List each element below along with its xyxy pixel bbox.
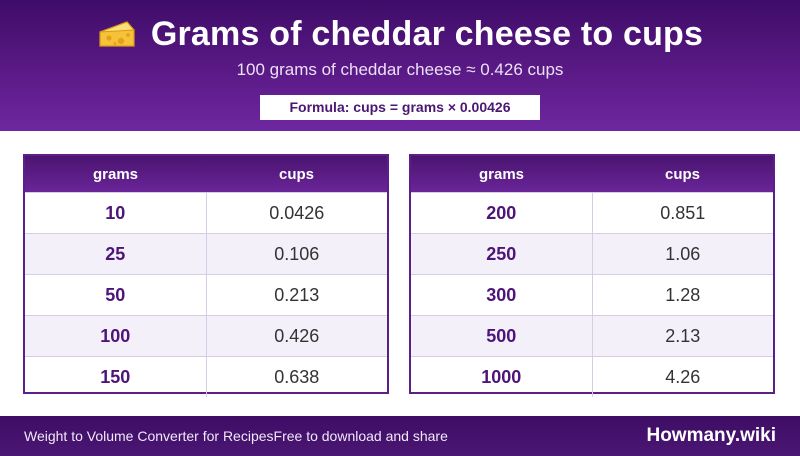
grams-cell: 25 [25, 233, 206, 275]
table-row: 10 0.0426 [25, 192, 387, 234]
grams-cell: 1000 [411, 356, 592, 397]
table-row: 1000 4.26 [411, 356, 773, 397]
footer-tagline: Weight to Volume Converter for RecipesFr… [24, 416, 448, 456]
converter-name: Weight to Volume Converter for Recipes [24, 428, 274, 444]
cups-cell: 2.13 [591, 315, 773, 357]
column-header-grams: grams [411, 156, 592, 193]
table-row: 300 1.28 [411, 274, 773, 316]
grams-cell: 200 [411, 192, 592, 234]
table-row: 25 0.106 [25, 233, 387, 275]
table-row: 500 2.13 [411, 315, 773, 357]
footer-bar: Weight to Volume Converter for RecipesFr… [0, 416, 800, 456]
cups-cell: 0.0426 [205, 192, 387, 234]
formula-badge: Formula: cups = grams × 0.00426 [260, 95, 540, 120]
table-row: 200 0.851 [411, 192, 773, 234]
cups-cell: 1.06 [591, 233, 773, 275]
cups-cell: 0.851 [591, 192, 773, 234]
cheese-icon [99, 21, 135, 47]
table-row: 250 1.06 [411, 233, 773, 275]
grams-cell: 100 [25, 315, 206, 357]
grams-cell: 150 [25, 356, 206, 397]
grams-cell: 50 [25, 274, 206, 316]
header-banner: Grams of cheddar cheese to cups 100 gram… [0, 0, 800, 131]
title-row: Grams of cheddar cheese to cups [0, 12, 800, 56]
cups-cell: 0.106 [205, 233, 387, 275]
column-header-cups: cups [592, 156, 773, 193]
page-title: Grams of cheddar cheese to cups [150, 14, 704, 53]
cups-cell: 0.638 [205, 356, 387, 397]
table-row: 150 0.638 [25, 356, 387, 397]
cups-cell: 4.26 [591, 356, 773, 397]
grams-cell: 500 [411, 315, 592, 357]
share-note: Free to download and share [273, 428, 448, 444]
brand-logo-text: Howmany.wiki [646, 425, 776, 446]
table-row: 100 0.426 [25, 315, 387, 357]
cups-cell: 0.426 [205, 315, 387, 357]
grams-cell: 10 [25, 192, 206, 234]
table-row: 50 0.213 [25, 274, 387, 316]
grams-cell: 300 [411, 274, 592, 316]
column-header-grams: grams [25, 156, 206, 193]
grams-cell: 250 [411, 233, 592, 275]
cups-cell: 1.28 [591, 274, 773, 316]
conversion-table-right: grams cups 200 0.851 250 1.06 300 1.28 5… [409, 154, 775, 397]
cups-cell: 0.213 [205, 274, 387, 316]
conversion-table-left: grams cups 10 0.0426 25 0.106 50 0.213 1… [23, 154, 389, 397]
conversion-summary: 100 grams of cheddar cheese ≈ 0.426 cups [236, 60, 564, 79]
column-header-cups: cups [206, 156, 387, 193]
